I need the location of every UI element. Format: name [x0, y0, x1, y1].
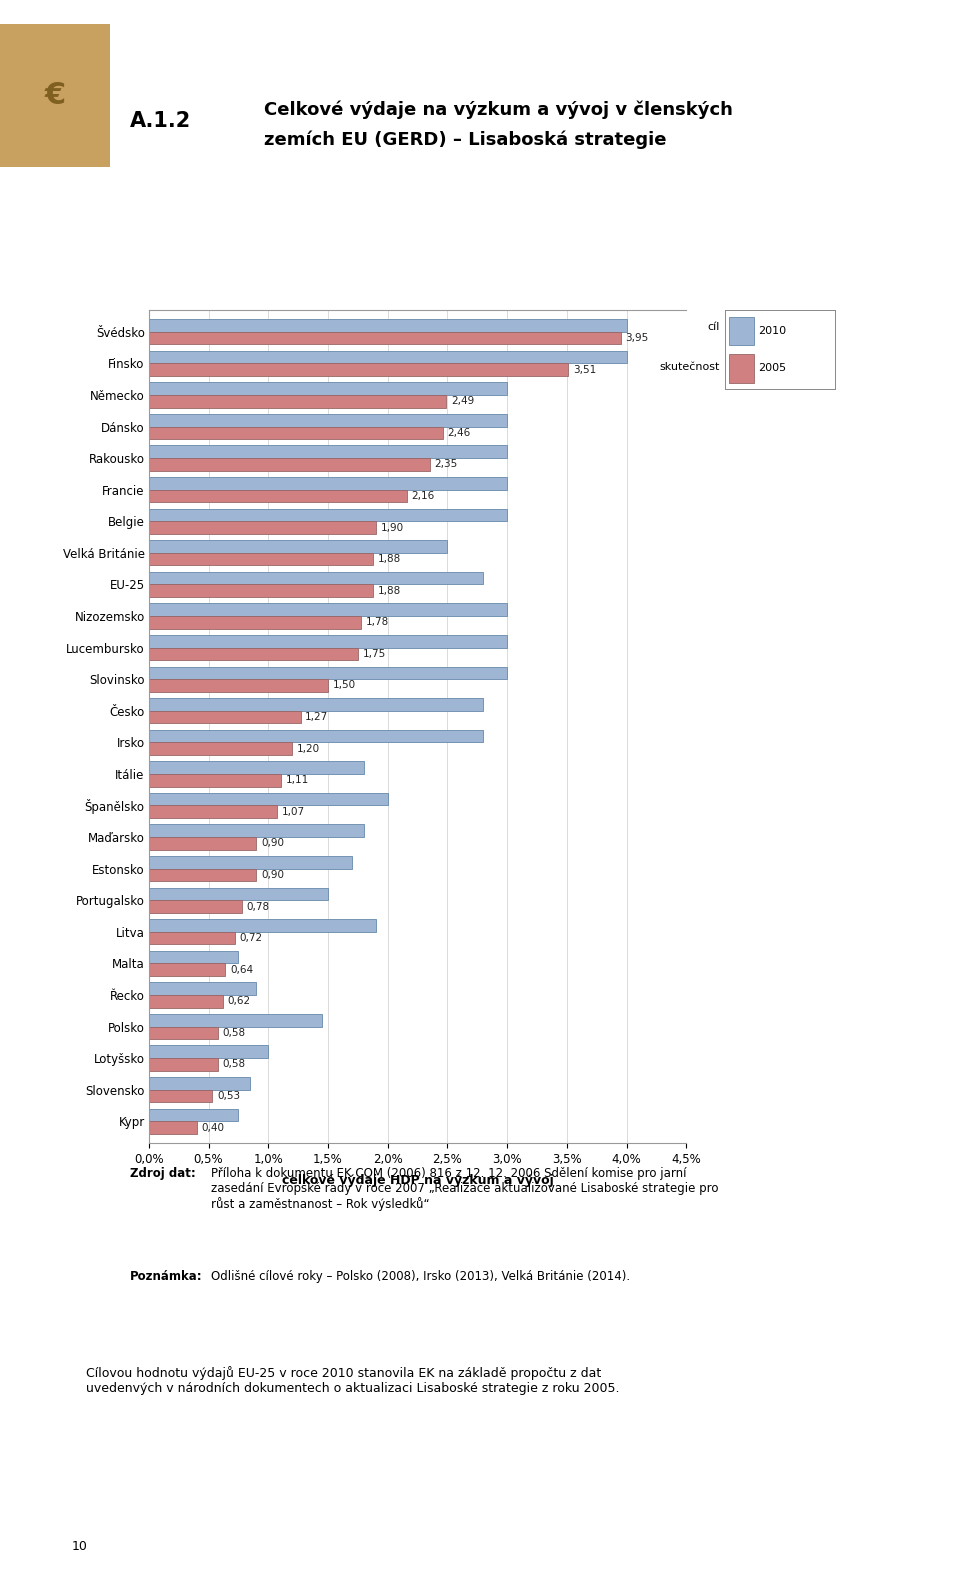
Text: skutečnost: skutečnost: [660, 362, 720, 372]
Bar: [149, 1121, 197, 1134]
Bar: [149, 742, 292, 754]
Text: 2,46: 2,46: [447, 427, 470, 438]
Bar: [149, 1077, 251, 1089]
Bar: [149, 616, 362, 629]
Bar: [149, 792, 388, 805]
Bar: [149, 919, 375, 932]
Text: A.1.2: A.1.2: [130, 111, 191, 132]
Bar: [149, 856, 352, 869]
Bar: [149, 837, 256, 850]
Bar: [149, 508, 507, 521]
Text: Celkové výdaje na výzkum a vývoj v členských: Celkové výdaje na výzkum a vývoj v člens…: [264, 100, 732, 119]
Bar: [149, 711, 300, 724]
Bar: [149, 584, 373, 597]
Bar: [149, 951, 238, 964]
Text: 1,50: 1,50: [333, 680, 356, 691]
Bar: [149, 1045, 268, 1058]
Text: 1,88: 1,88: [378, 586, 401, 596]
Bar: [730, 316, 754, 345]
Text: 0,62: 0,62: [228, 996, 251, 1007]
Bar: [149, 888, 328, 900]
Bar: [149, 729, 483, 742]
Text: 0,58: 0,58: [223, 1059, 246, 1069]
Bar: [149, 457, 429, 470]
Bar: [149, 1026, 218, 1039]
Bar: [149, 427, 443, 440]
Bar: [149, 773, 281, 786]
Text: 0,72: 0,72: [240, 934, 263, 943]
Bar: [149, 476, 507, 489]
Text: 0,90: 0,90: [261, 870, 284, 880]
Bar: [149, 996, 223, 1007]
Bar: [149, 364, 568, 376]
Text: 2,35: 2,35: [434, 459, 458, 470]
Text: 0,64: 0,64: [230, 964, 253, 975]
Text: 1,07: 1,07: [281, 807, 304, 816]
Bar: [149, 446, 507, 457]
Bar: [149, 332, 621, 345]
Bar: [149, 383, 507, 395]
Bar: [149, 1089, 212, 1102]
Text: 1,27: 1,27: [305, 711, 328, 723]
Bar: [149, 869, 256, 881]
Text: 1,90: 1,90: [380, 522, 404, 532]
Text: 0,53: 0,53: [217, 1091, 240, 1100]
Bar: [149, 983, 256, 996]
Bar: [149, 351, 627, 364]
Bar: [149, 699, 483, 711]
Text: 3,95: 3,95: [626, 333, 649, 343]
Bar: [149, 521, 375, 534]
Text: 1,20: 1,20: [297, 743, 320, 754]
Text: Odlišné cílové roky – Polsko (2008), Irsko (2013), Velká Británie (2014).: Odlišné cílové roky – Polsko (2008), Irs…: [211, 1270, 631, 1283]
Text: 1,75: 1,75: [363, 649, 386, 659]
Text: Cílovou hodnotu výdajů EU-25 v roce 2010 stanovila EK na základě propočtu z dat
: Cílovou hodnotu výdajů EU-25 v roce 2010…: [86, 1366, 620, 1394]
Text: 2005: 2005: [758, 364, 786, 373]
Bar: [149, 1058, 218, 1070]
Bar: [730, 354, 754, 383]
Bar: [149, 540, 447, 553]
Text: 0,90: 0,90: [261, 838, 284, 848]
Bar: [149, 635, 507, 648]
Text: 2,16: 2,16: [412, 491, 435, 500]
Bar: [149, 319, 627, 332]
Bar: [149, 805, 276, 818]
Bar: [149, 680, 328, 692]
Text: zemích EU (GERD) – Lisaboská strategie: zemích EU (GERD) – Lisaboská strategie: [264, 130, 666, 149]
Text: 1,11: 1,11: [286, 775, 309, 784]
Bar: [149, 572, 483, 584]
Text: 0,78: 0,78: [247, 902, 270, 912]
Text: Zdroj dat:: Zdroj dat:: [130, 1167, 195, 1180]
Text: Příloha k dokumentu EK COM (2006) 816 z 12. 12. 2006 Sdělení komise pro jarní
za: Příloha k dokumentu EK COM (2006) 816 z …: [211, 1167, 719, 1212]
Bar: [149, 900, 242, 913]
Text: €: €: [44, 81, 66, 110]
Bar: [149, 648, 358, 661]
Text: 10: 10: [72, 1540, 88, 1553]
Bar: [149, 1013, 322, 1026]
X-axis label: celkové výdaje HDP na výzkum a vývoj: celkové výdaje HDP na výzkum a vývoj: [281, 1175, 554, 1188]
Text: 3,51: 3,51: [573, 365, 596, 375]
Bar: [149, 761, 364, 773]
Text: 1,88: 1,88: [378, 554, 401, 564]
Bar: [149, 932, 235, 945]
Text: 2,49: 2,49: [451, 397, 474, 407]
Bar: [149, 964, 226, 977]
Bar: [149, 1108, 238, 1121]
Text: 0,40: 0,40: [202, 1123, 225, 1132]
Bar: [149, 395, 446, 408]
Bar: [149, 414, 507, 427]
Bar: [149, 489, 407, 502]
Text: Poznámka:: Poznámka:: [130, 1270, 203, 1283]
Bar: [149, 824, 364, 837]
Text: 1,78: 1,78: [366, 618, 390, 627]
Text: 0,58: 0,58: [223, 1027, 246, 1039]
Bar: [149, 553, 373, 565]
Bar: [149, 603, 507, 616]
Text: cíl: cíl: [708, 322, 720, 332]
Bar: [149, 667, 507, 680]
Text: 2010: 2010: [758, 326, 786, 337]
